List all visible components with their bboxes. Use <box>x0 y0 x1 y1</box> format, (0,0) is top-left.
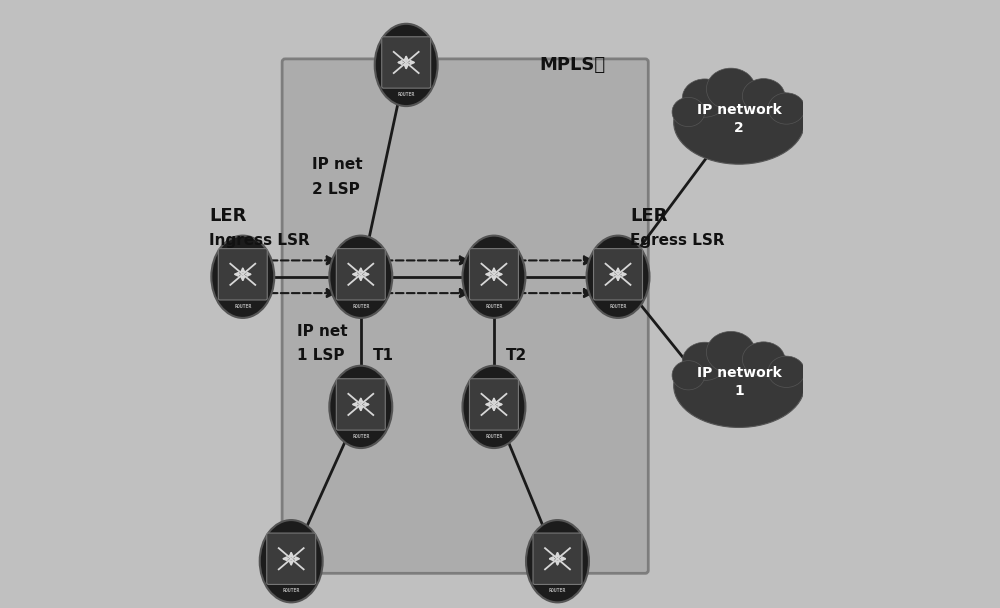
Text: ROUTER: ROUTER <box>352 304 369 309</box>
FancyBboxPatch shape <box>336 379 385 430</box>
FancyBboxPatch shape <box>469 249 518 300</box>
Text: 1 LSP: 1 LSP <box>297 348 345 363</box>
Ellipse shape <box>329 236 392 318</box>
Text: T1: T1 <box>373 348 394 363</box>
Ellipse shape <box>742 78 785 113</box>
Ellipse shape <box>462 366 525 448</box>
Text: LER: LER <box>630 207 667 225</box>
FancyBboxPatch shape <box>533 533 582 584</box>
Ellipse shape <box>329 366 392 448</box>
FancyBboxPatch shape <box>382 36 431 88</box>
Ellipse shape <box>462 236 525 318</box>
Text: ROUTER: ROUTER <box>352 434 369 439</box>
Ellipse shape <box>682 342 727 381</box>
Text: ROUTER: ROUTER <box>485 304 503 309</box>
Text: 2 LSP: 2 LSP <box>312 182 360 196</box>
Ellipse shape <box>706 331 755 373</box>
FancyBboxPatch shape <box>218 249 267 300</box>
Text: T2: T2 <box>506 348 527 363</box>
Text: ROUTER: ROUTER <box>549 589 566 593</box>
Ellipse shape <box>682 79 727 117</box>
Ellipse shape <box>674 344 804 427</box>
Ellipse shape <box>375 24 438 106</box>
FancyBboxPatch shape <box>282 59 648 573</box>
Ellipse shape <box>526 520 589 603</box>
FancyBboxPatch shape <box>469 379 518 430</box>
Ellipse shape <box>742 342 785 377</box>
Ellipse shape <box>674 81 804 164</box>
Text: ROUTER: ROUTER <box>609 304 627 309</box>
Ellipse shape <box>706 68 755 110</box>
Text: ROUTER: ROUTER <box>398 92 415 97</box>
Text: Egress LSR: Egress LSR <box>630 233 725 248</box>
Text: ROUTER: ROUTER <box>485 434 503 439</box>
Text: LER: LER <box>209 207 247 225</box>
Ellipse shape <box>672 361 705 390</box>
FancyBboxPatch shape <box>336 249 385 300</box>
Ellipse shape <box>768 356 805 387</box>
Text: IP network
1: IP network 1 <box>697 366 781 398</box>
Text: MPLS域: MPLS域 <box>539 56 605 74</box>
Ellipse shape <box>211 236 274 318</box>
Ellipse shape <box>587 236 649 318</box>
Text: IP net: IP net <box>297 323 348 339</box>
Text: ROUTER: ROUTER <box>283 589 300 593</box>
FancyBboxPatch shape <box>267 533 316 584</box>
Ellipse shape <box>260 520 323 603</box>
Ellipse shape <box>768 93 805 124</box>
Text: IP network
2: IP network 2 <box>697 103 781 135</box>
Ellipse shape <box>672 97 705 126</box>
FancyBboxPatch shape <box>594 249 642 300</box>
Text: ROUTER: ROUTER <box>234 304 251 309</box>
Text: IP net: IP net <box>312 157 363 172</box>
Text: Ingress LSR: Ingress LSR <box>209 233 310 248</box>
